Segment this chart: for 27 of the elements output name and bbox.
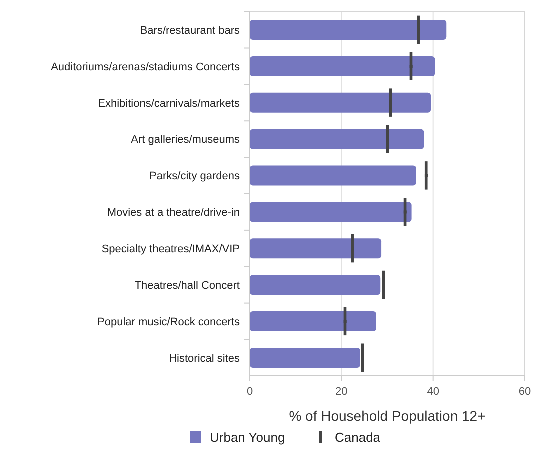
x-axis-title: % of Household Population 12+ bbox=[289, 408, 486, 424]
y-tick-label: Bars/restaurant bars bbox=[140, 24, 240, 37]
x-tick-label: 60 bbox=[518, 386, 532, 398]
bar bbox=[250, 202, 412, 222]
y-tick-label: Movies at a theatre/drive-in bbox=[107, 207, 240, 220]
x-tick-label: 0 bbox=[246, 386, 254, 398]
bar bbox=[250, 312, 376, 332]
bar bbox=[250, 166, 416, 186]
y-tick-label: Historical sites bbox=[169, 352, 240, 365]
legend-label: Canada bbox=[335, 430, 382, 445]
x-tick-label: 40 bbox=[427, 386, 440, 398]
legend-label: Urban Young bbox=[210, 430, 286, 445]
bar bbox=[250, 56, 436, 76]
y-tick-label: Popular music/Rock concerts bbox=[98, 316, 240, 328]
y-tick-label: Art galleries/museums bbox=[131, 134, 240, 146]
bar bbox=[250, 348, 360, 368]
y-tick-label: Specialty theatres/IMAX/VIP bbox=[102, 244, 240, 256]
y-tick-label: Theatres/hall Concert bbox=[134, 280, 240, 292]
bar bbox=[250, 20, 447, 40]
y-tick-label: Auditoriums/arenas/stadiums Concerts bbox=[51, 61, 240, 74]
y-tick-label: Exhibitions/carnivals/markets bbox=[98, 98, 240, 110]
bar bbox=[250, 275, 381, 296]
y-tick-label: Parks/city gardens bbox=[150, 170, 240, 183]
bar bbox=[250, 238, 382, 259]
bar bbox=[250, 129, 424, 150]
x-tick-label: 20 bbox=[336, 386, 348, 398]
bar bbox=[250, 92, 432, 113]
